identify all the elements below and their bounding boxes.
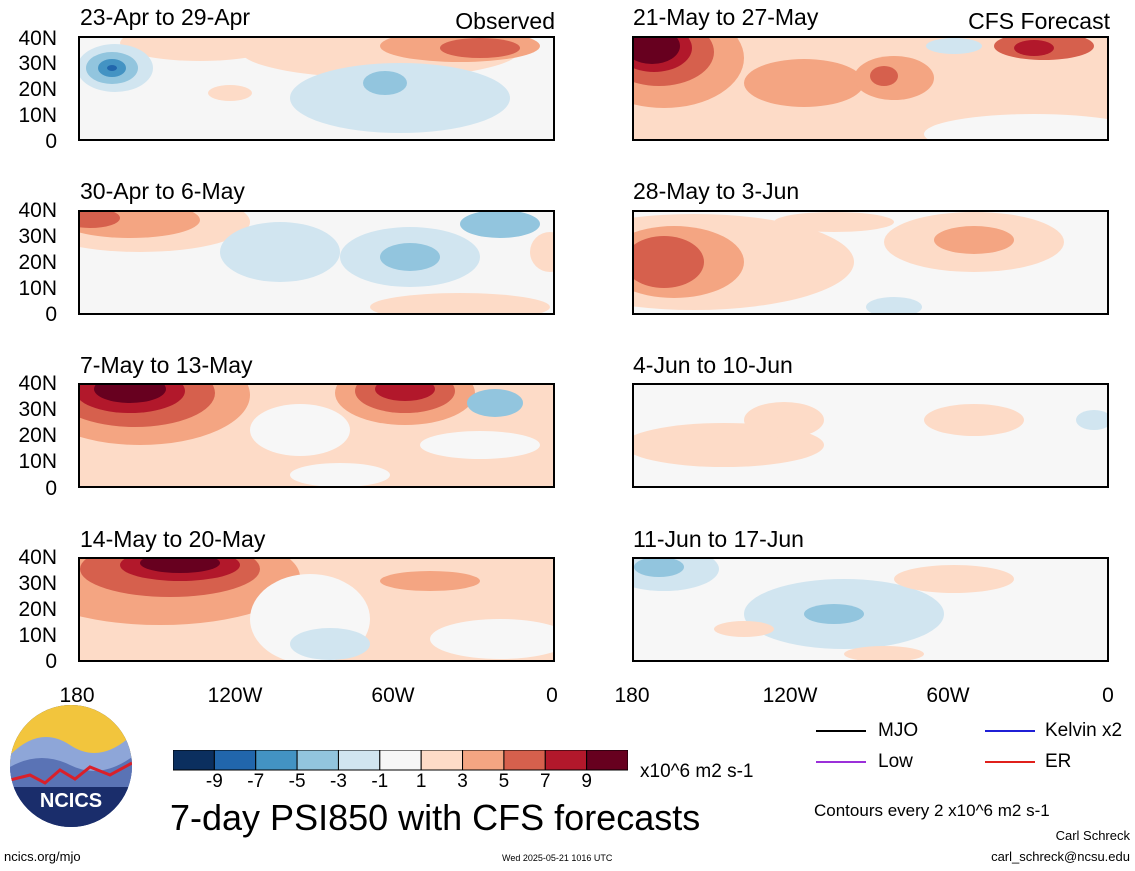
y-tick-20n-p3: 20N [18, 424, 57, 447]
map-panel-1 [78, 36, 555, 141]
y-tick-40n-p1: 40N [18, 27, 57, 50]
figure-title: 7-day PSI850 with CFS forecasts [170, 797, 701, 838]
x-tick-60w-left: 60W [371, 684, 415, 707]
colorbar-tick-label: -9 [205, 771, 223, 792]
colorbar-tick-label: 3 [457, 771, 468, 792]
y-tick-10n-p1: 10N [18, 104, 57, 127]
legend-label-mjo: MJO [878, 720, 919, 741]
ncics-logo: NCICS [10, 705, 132, 827]
map-panel-2 [78, 210, 555, 315]
map-panel-6 [632, 210, 1109, 315]
panel-title-7: 4-Jun to 10-Jun [633, 352, 793, 378]
y-tick-0-p4: 0 [45, 650, 57, 673]
observed-label: Observed [455, 8, 555, 34]
colorbar-swatch [213, 749, 257, 771]
colorbar-tick-label: 9 [581, 771, 592, 792]
y-tick-30n-p4: 30N [18, 572, 57, 595]
colorbar-swatch [379, 749, 422, 771]
cfs-forecast-label: CFS Forecast [968, 8, 1110, 34]
panel-title-2: 30-Apr to 6-May [80, 178, 245, 204]
colorbar-swatch [420, 749, 464, 771]
contours-note: Contours every 2 x10^6 m2 s-1 [814, 801, 1050, 820]
map-panel-5 [632, 36, 1109, 141]
y-tick-0-p3: 0 [45, 477, 57, 500]
y-tick-20n-p4: 20N [18, 598, 57, 621]
map-panel-3 [78, 383, 555, 488]
y-tick-10n-p4: 10N [18, 624, 57, 647]
x-tick-0-right: 0 [1102, 684, 1114, 707]
colorbar-tick-label: -3 [330, 771, 347, 792]
colorbar-swatch [255, 749, 298, 771]
x-tick-180-left: 180 [59, 684, 95, 707]
colorbar-swatch [586, 749, 629, 771]
legend-label-er: ER [1045, 751, 1072, 772]
colorbar-ticks: -9 -7 -5 -3 -1 1 3 5 7 9 [173, 772, 628, 792]
legend-label-kelvin: Kelvin x2 [1045, 720, 1123, 741]
y-tick-10n-p3: 10N [18, 450, 57, 473]
colorbar-tick-label: -1 [371, 771, 389, 792]
x-tick-120w-left: 120W [207, 684, 263, 707]
colorbar-tick-label: -5 [288, 771, 306, 792]
y-tick-40n-p2: 40N [18, 199, 57, 222]
colorbar-swatch [503, 749, 546, 771]
y-tick-0-p2: 0 [45, 303, 57, 326]
panel-title-1: 23-Apr to 29-Apr [80, 4, 251, 30]
x-tick-120w-right: 120W [762, 684, 818, 707]
legend-line-low [816, 761, 866, 763]
panel-title-4: 14-May to 20-May [80, 526, 266, 552]
colorbar-swatches [172, 749, 629, 771]
x-tick-60w-right: 60W [926, 684, 970, 707]
colorbar-units: x10^6 m2 s-1 [640, 761, 754, 782]
legend-line-mjo [816, 730, 866, 732]
author-email: carl_schreck@ncsu.edu [991, 849, 1130, 864]
y-tick-0-p1: 0 [45, 130, 57, 153]
colorbar [172, 749, 629, 777]
colorbar-tick-label: 5 [498, 771, 510, 792]
colorbar-tick-label: 7 [539, 771, 551, 792]
colorbar-swatch [172, 749, 215, 771]
timestamp: Wed 2025-05-21 1016 UTC [502, 853, 613, 863]
colorbar-swatch [296, 749, 339, 771]
colorbar-tick-label: -7 [247, 771, 265, 792]
ncics-logo-text: NCICS [39, 790, 103, 812]
colorbar-swatch [462, 749, 505, 771]
legend-line-er [985, 761, 1035, 763]
map-panel-8 [632, 557, 1109, 662]
y-tick-30n-p3: 30N [18, 398, 57, 421]
colorbar-swatch [337, 749, 381, 771]
y-tick-40n-p3: 40N [18, 372, 57, 395]
map-panel-4 [78, 557, 555, 662]
panel-title-8: 11-Jun to 17-Jun [633, 526, 804, 552]
colorbar-tick-label: 1 [415, 771, 427, 792]
site-url: ncics.org/mjo [4, 849, 81, 864]
author: Carl Schreck [1055, 828, 1130, 843]
y-tick-40n-p4: 40N [18, 546, 57, 569]
map-panel-7 [632, 383, 1109, 488]
x-tick-0-left: 0 [546, 684, 558, 707]
y-tick-10n-p2: 10N [18, 277, 57, 300]
y-tick-20n-p2: 20N [18, 251, 57, 274]
panel-title-6: 28-May to 3-Jun [633, 178, 800, 204]
x-tick-180-right: 180 [614, 684, 650, 707]
legend-line-kelvin [985, 730, 1035, 732]
y-tick-30n-p1: 30N [18, 52, 57, 75]
panel-title-3: 7-May to 13-May [80, 352, 253, 378]
legend-label-low: Low [878, 751, 913, 772]
y-tick-30n-p2: 30N [18, 225, 57, 248]
colorbar-swatch [544, 749, 588, 771]
panel-title-5: 21-May to 27-May [633, 4, 819, 30]
y-tick-20n-p1: 20N [18, 78, 57, 101]
